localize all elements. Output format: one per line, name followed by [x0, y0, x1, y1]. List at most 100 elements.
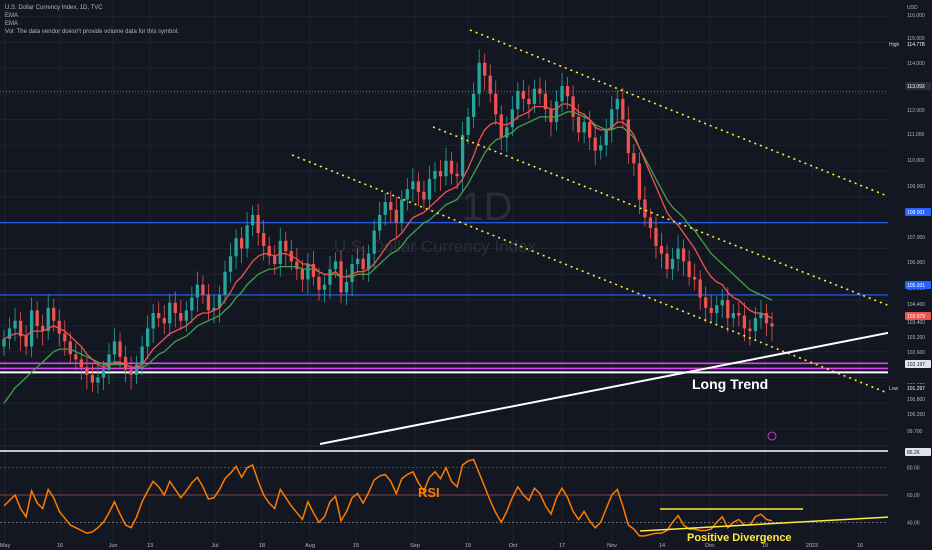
price-tag-value-0: 114.778 — [907, 42, 925, 48]
candle-body-2 — [13, 320, 17, 329]
candle-body-104 — [576, 116, 581, 133]
candle-body-54 — [300, 269, 305, 280]
x-tick-11: 17 — [559, 543, 565, 549]
price-tag-box-5 — [905, 360, 931, 368]
candle-body-102 — [565, 85, 570, 97]
candle-body-109 — [604, 129, 608, 146]
candle-body-24 — [134, 364, 139, 375]
candle-body-126 — [698, 279, 702, 298]
candle-body-114 — [632, 153, 636, 164]
candle-body-5 — [29, 310, 34, 347]
candle-body-28 — [157, 313, 161, 319]
candle-body-118 — [654, 227, 658, 246]
candle-body-4 — [24, 336, 28, 347]
candle-body-43 — [239, 238, 244, 249]
ema-slow-line — [3, 111, 773, 404]
candle-body-106 — [588, 122, 592, 138]
horizontal-levels — [0, 90, 888, 374]
candle-body-34 — [190, 297, 194, 311]
price-tag-box-3 — [905, 281, 931, 289]
long-trend-label: Long Trend — [692, 376, 768, 392]
x-tick-1: 16 — [57, 543, 63, 549]
y-tick-2: 114.000 — [907, 61, 925, 67]
candle-body-108 — [599, 145, 603, 151]
y-tick-4: 112.000 — [907, 108, 925, 114]
x-tick-13: 14 — [659, 543, 665, 549]
candle-body-10 — [57, 320, 61, 334]
candle-body-68 — [378, 214, 382, 231]
candle-body-32 — [179, 313, 183, 321]
y-tick-19: 99.700 — [907, 429, 923, 435]
price-tag-value-2: 108.001 — [907, 210, 925, 216]
candle-body-3 — [18, 320, 23, 337]
candle-body-69 — [383, 202, 387, 215]
long-trendline — [319, 329, 904, 445]
candle-body-124 — [687, 261, 691, 277]
candle-body-72 — [400, 199, 404, 223]
annotations: Long Trend RSI Positive Divergence — [418, 376, 792, 544]
y-tick-6: 110.000 — [907, 158, 925, 164]
candle-body-14 — [79, 359, 83, 368]
legend-ema-2[interactable]: EMA — [5, 21, 19, 27]
watermark: 1D U.S. Dollar Currency Index — [334, 185, 537, 256]
y-tick-1: 115.000 — [907, 36, 925, 42]
candle-body-120 — [665, 253, 669, 270]
x-tick-5: 18 — [259, 543, 265, 549]
candlestick-series — [2, 49, 774, 394]
candle-body-0 — [2, 338, 6, 347]
candle-body-119 — [659, 245, 664, 254]
x-tick-12: Nov — [607, 543, 617, 549]
candle-body-7 — [41, 325, 45, 332]
candle-body-79 — [438, 171, 443, 177]
candle-body-71 — [394, 209, 398, 223]
candle-body-65 — [361, 258, 365, 270]
candle-body-95 — [527, 98, 531, 105]
chart-legend: U.S. Dollar Currency Index, 1D, TVC EMA … — [5, 4, 179, 36]
candle-body-31 — [173, 302, 177, 314]
candle-body-117 — [648, 217, 653, 228]
candle-body-90 — [499, 114, 503, 138]
candle-body-128 — [709, 307, 713, 314]
rsi-label: RSI — [418, 485, 440, 500]
alert-icon — [767, 431, 777, 441]
legend-volume: Vol: The data vendor doesn't provide vol… — [5, 29, 179, 35]
price-tag-box-6 — [905, 384, 931, 392]
candle-body-136 — [753, 318, 758, 332]
candle-body-21 — [118, 341, 122, 357]
candle-body-44 — [245, 225, 249, 249]
candle-body-37 — [206, 294, 211, 311]
legend-ema-1[interactable]: EMA — [5, 13, 19, 19]
candle-body-99 — [549, 109, 553, 123]
candle-body-133 — [737, 313, 741, 316]
candle-body-116 — [643, 199, 647, 218]
price-tag-box-2 — [905, 208, 931, 216]
candle-body-113 — [626, 119, 630, 154]
rsi-divergence-line — [639, 516, 891, 532]
candle-body-38 — [212, 307, 216, 311]
legend-symbol[interactable]: U.S. Dollar Currency Index, 1D, TVC — [5, 5, 103, 11]
candle-body-27 — [151, 313, 155, 329]
y-tick-18: 100.250 — [907, 412, 925, 418]
price-tag-box-1 — [905, 82, 931, 90]
candle-body-125 — [693, 276, 697, 280]
candle-body-9 — [52, 307, 56, 321]
candle-body-101 — [560, 85, 564, 102]
candle-body-22 — [123, 356, 128, 370]
x-tick-2: Jun — [109, 543, 118, 549]
watermark-interval: 1D — [461, 185, 512, 229]
candle-body-63 — [350, 263, 354, 283]
candle-body-121 — [670, 258, 675, 270]
candle-body-122 — [676, 248, 680, 259]
candle-body-135 — [748, 328, 752, 332]
candle-body-23 — [129, 369, 133, 375]
rsi-tick-2: 40.00 — [907, 520, 920, 526]
candle-body-56 — [311, 263, 316, 277]
trend-channels[interactable] — [291, 29, 906, 445]
price-axis-bg — [888, 0, 932, 550]
candle-body-77 — [427, 178, 432, 200]
y-tick-15: 102.600 — [907, 350, 925, 356]
candle-body-12 — [68, 341, 72, 355]
candle-body-132 — [731, 313, 735, 319]
x-tick-14: Dec — [705, 543, 715, 549]
